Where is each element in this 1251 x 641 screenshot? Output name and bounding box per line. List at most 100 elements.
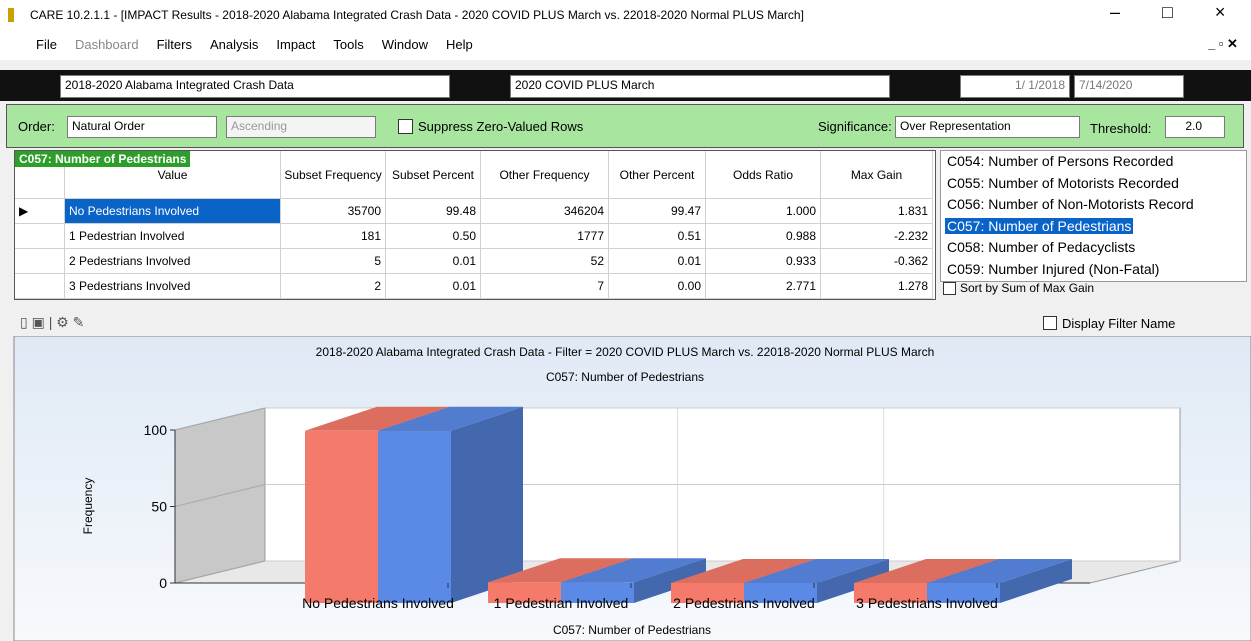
filter-select[interactable]: 2020 COVID PLUS March	[510, 75, 890, 98]
variable-item[interactable]: C054: Number of Persons Recorded	[947, 153, 1174, 169]
significance-select[interactable]: Over Representation	[895, 116, 1080, 138]
menu-bar	[0, 30, 1251, 60]
column-header: Other Percent	[609, 151, 706, 199]
table-cell[interactable]: 52	[481, 249, 609, 274]
variable-item[interactable]: C059: Number Injured (Non-Fatal)	[947, 260, 1160, 277]
bar-top	[854, 558, 999, 583]
menu-item[interactable]: Impact	[276, 37, 316, 52]
table-cell[interactable]: 181	[281, 224, 386, 249]
table-cell[interactable]: -2.232	[821, 224, 933, 249]
suppress-checkbox[interactable]	[398, 119, 413, 134]
mdi-controls[interactable]: _ ▫ ✕	[1208, 36, 1238, 51]
x-tick-label: 3 Pedestrians Involved	[856, 595, 998, 611]
table-cell[interactable]: 0.01	[386, 274, 481, 299]
table-cell[interactable]: 346204	[481, 199, 609, 224]
menu-item[interactable]: Tools	[333, 37, 364, 52]
bar-top	[488, 558, 633, 583]
y-tick-label: 50	[151, 499, 167, 515]
table-cell[interactable]: 1.000	[706, 199, 821, 224]
row-selector	[15, 274, 65, 299]
side-grid-line	[174, 560, 266, 584]
order-label: Order:	[18, 119, 55, 134]
table-cell[interactable]: 99.48	[386, 199, 481, 224]
bar-side	[817, 558, 889, 603]
menu-item[interactable]: Help	[446, 37, 473, 52]
variable-item[interactable]: C055: Number of Motorists Recorded	[947, 174, 1179, 191]
row-selector	[15, 249, 65, 274]
threshold-label: Threshold:	[1090, 121, 1152, 136]
menu-item[interactable]: Filters	[156, 37, 192, 52]
menu-item[interactable]: File	[36, 37, 57, 52]
table-cell[interactable]: 99.47	[609, 199, 706, 224]
table-cell[interactable]: 0.988	[706, 224, 821, 249]
table-cell[interactable]: 2.771	[706, 274, 821, 299]
chart: 2018-2020 Alabama Integrated Crash Data …	[13, 336, 1251, 641]
bar-side	[1000, 559, 1072, 603]
table-cell[interactable]: 1 Pedestrian Involved	[65, 224, 281, 249]
window-controls[interactable]: –□×	[1110, 2, 1225, 22]
table-cell[interactable]: 0.00	[609, 274, 706, 299]
variable-item[interactable]: C058: Number of Pedacyclists	[947, 239, 1136, 255]
variable-item[interactable]: C057: Number of Pedestrians	[945, 217, 1134, 234]
side-grid-line	[174, 407, 266, 431]
order-select[interactable]: Natural Order	[67, 116, 217, 138]
x-axis-title: C057: Number of Pedestrians	[553, 623, 711, 637]
table-cell[interactable]: 1.831	[821, 199, 933, 224]
table-cell[interactable]: 0.51	[609, 224, 706, 249]
display-filter-label: Display Filter Name	[1062, 316, 1176, 331]
variable-item[interactable]: C056: Number of Non-Motorists Record	[947, 196, 1194, 212]
table-cell[interactable]: 1777	[481, 224, 609, 249]
x-tick-label: 1 Pedestrian Involved	[493, 595, 629, 611]
bar-top	[305, 406, 450, 431]
chart-tools[interactable]: ▯ ▣ | ⚙ ✎	[20, 314, 85, 330]
menu-item[interactable]: Dashboard	[74, 37, 139, 52]
side-grid-line	[174, 484, 266, 507]
bar-top	[744, 558, 889, 583]
column-header: Subset Frequency	[281, 151, 386, 199]
bar-top	[561, 558, 706, 583]
column-header: Subset Percent	[386, 151, 481, 199]
table-caption: C057: Number of Pedestrians	[15, 151, 191, 167]
sort-label: Sort by Sum of Max Gain	[960, 281, 1095, 295]
bar	[854, 582, 927, 603]
table-cell[interactable]: 7	[481, 274, 609, 299]
table-cell[interactable]: No Pedestrians Involved	[65, 199, 281, 224]
date-from[interactable]: 1/ 1/2018	[960, 75, 1070, 98]
table-cell[interactable]: 5	[281, 249, 386, 274]
bar	[378, 430, 451, 603]
significance-label: Significance:	[818, 119, 892, 134]
bar-top	[671, 558, 816, 583]
database-select[interactable]: 2018-2020 Alabama Integrated Crash Data	[60, 75, 450, 98]
table-cell[interactable]: 0.01	[386, 249, 481, 274]
table-cell[interactable]: 3 Pedestrians Involved	[65, 274, 281, 299]
bar	[744, 582, 817, 603]
table-cell[interactable]: 1.278	[821, 274, 933, 299]
bar-top	[378, 406, 523, 431]
chart-subtitle: C057: Number of Pedestrians	[546, 370, 704, 384]
bar	[488, 582, 561, 603]
results-table: Value Subset Frequency Subset Percent Other…	[14, 150, 936, 300]
bar-side	[451, 406, 523, 603]
table-cell[interactable]: 2	[281, 274, 386, 299]
table-cell[interactable]: 0.933	[706, 249, 821, 274]
column-header: Max Gain	[821, 151, 933, 199]
table-cell[interactable]: 0.50	[386, 224, 481, 249]
sort-checkbox[interactable]	[943, 282, 956, 295]
bar-side	[634, 558, 706, 603]
table-cell[interactable]: 2 Pedestrians Involved	[65, 249, 281, 274]
bar	[561, 582, 634, 603]
y-tick-label: 100	[144, 422, 168, 438]
table-cell[interactable]: -0.362	[821, 249, 933, 274]
row-selector	[15, 224, 65, 249]
date-to[interactable]: 7/14/2020	[1074, 75, 1184, 98]
display-filter-checkbox[interactable]	[1043, 316, 1057, 330]
title-bar	[0, 0, 1251, 30]
menu-item[interactable]: Window	[381, 37, 428, 52]
menu-item[interactable]: Analysis	[209, 37, 259, 52]
menu: File Dashboard Filters Analysis Impact Tools W…	[36, 37, 473, 52]
table-cell[interactable]: 0.01	[609, 249, 706, 274]
column-header: Other Frequency	[481, 151, 609, 199]
threshold-input[interactable]: 2.0	[1165, 116, 1225, 138]
table-cell[interactable]: 35700	[281, 199, 386, 224]
